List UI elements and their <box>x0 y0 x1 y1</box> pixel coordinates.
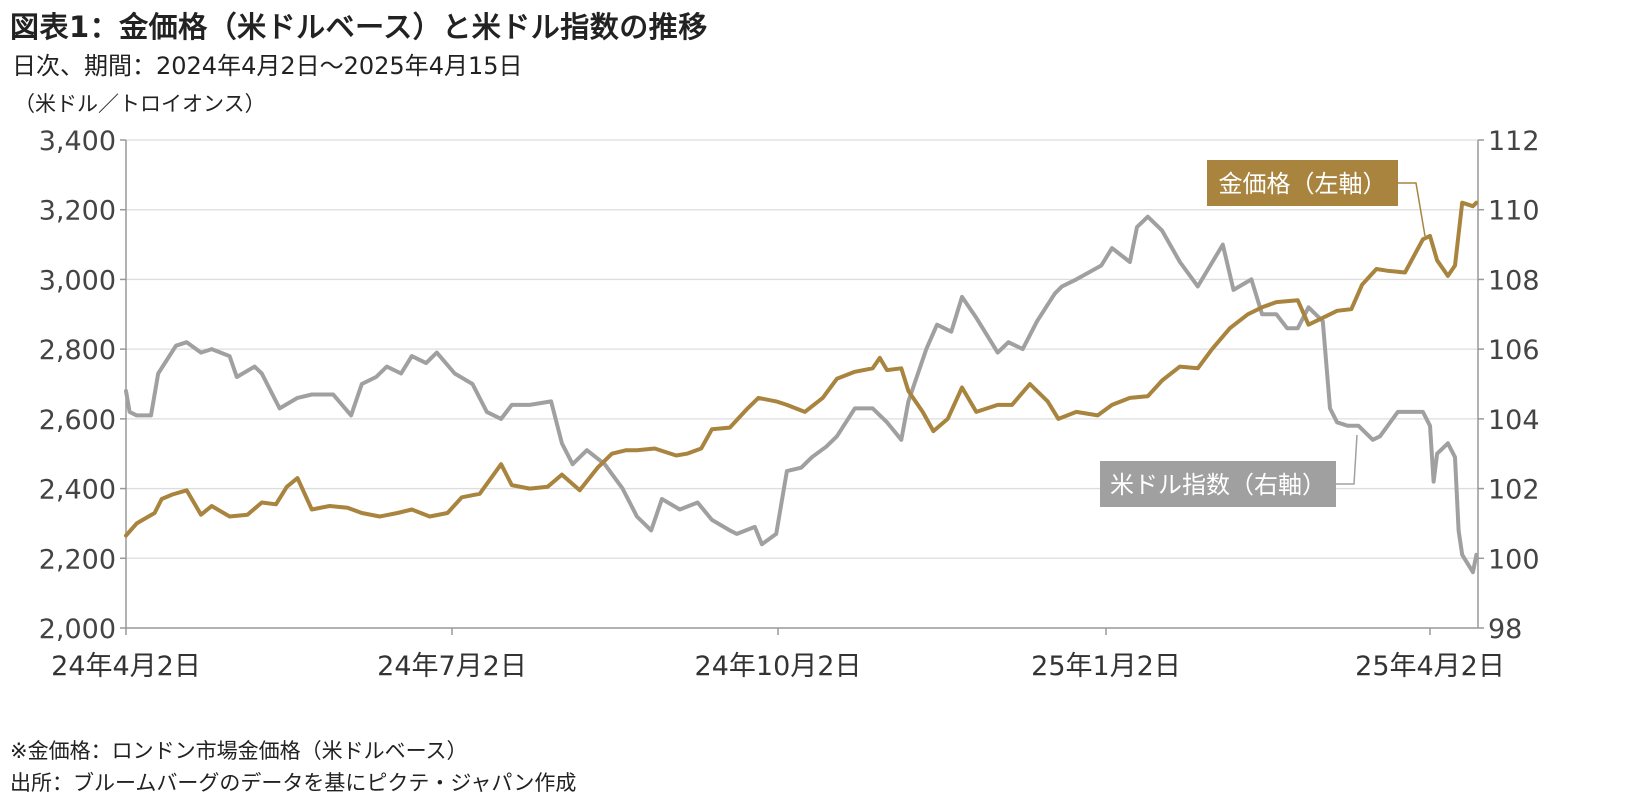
x-tick-label: 25年1月2日 <box>1031 651 1181 682</box>
left-y-tick-label: 2,000 <box>39 614 116 645</box>
right-y-tick-label: 100 <box>1488 544 1540 575</box>
right-y-tick-label: 110 <box>1488 196 1540 227</box>
x-tick-label: 24年7月2日 <box>377 651 527 682</box>
footnote-gold-source: ※金価格：ロンドン市場金価格（米ドルベース） <box>10 739 468 763</box>
left-y-tick-label: 2,400 <box>39 475 116 506</box>
left-y-tick-label: 3,400 <box>39 126 116 157</box>
chart-subtitle: 日次、期間：2024年4月2日～2025年4月15日 <box>12 52 523 80</box>
dollar-index-series-label-text: 米ドル指数（右軸） <box>1110 471 1326 499</box>
gold-series-label-leader <box>1398 182 1426 237</box>
right-y-tick-label: 104 <box>1488 405 1540 436</box>
right-y-tick-label: 98 <box>1488 614 1522 645</box>
left-y-tick-label: 3,000 <box>39 265 116 296</box>
left-axis-unit-label: （米ドル／トロイオンス） <box>14 92 266 116</box>
left-y-tick-label: 2,800 <box>39 335 116 366</box>
left-y-tick-label: 3,200 <box>39 196 116 227</box>
x-tick-label: 24年4月2日 <box>51 651 201 682</box>
right-y-tick-label: 108 <box>1488 265 1540 296</box>
series-lines <box>124 200 1479 575</box>
tick-labels: 2,000 2,200 2,400 2,600 2,800 3,000 3,200 3,400… <box>39 126 1540 682</box>
x-tick-label: 25年4月2日 <box>1355 651 1505 682</box>
dollar-index-series-label-leader <box>1336 434 1358 485</box>
left-y-tick-label: 2,200 <box>39 544 116 575</box>
gold-series-label-box <box>1207 160 1398 206</box>
chart-axes <box>120 139 1484 635</box>
dollar-index-line <box>124 214 1479 575</box>
footnote-data-source: 出所：ブルームバーグのデータを基にピクテ・ジャパン作成 <box>10 771 577 795</box>
right-y-tick-label: 112 <box>1488 126 1540 157</box>
right-y-tick-label: 106 <box>1488 335 1540 366</box>
right-y-tick-label: 102 <box>1488 475 1540 506</box>
series-labels: 金価格（左軸） 米ドル指数（右軸） <box>1100 160 1426 507</box>
gold-series-label-text: 金価格（左軸） <box>1219 170 1387 198</box>
left-y-tick-label: 2,600 <box>39 405 116 436</box>
x-tick-label: 24年10月2日 <box>695 651 862 682</box>
chart-title: 図表1：金価格（米ドルベース）と米ドル指数の推移 <box>10 10 708 44</box>
gold-price-line <box>124 200 1479 538</box>
dollar-index-series-label-box <box>1100 461 1336 507</box>
